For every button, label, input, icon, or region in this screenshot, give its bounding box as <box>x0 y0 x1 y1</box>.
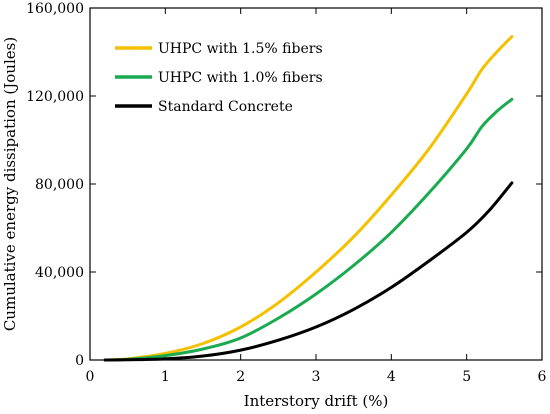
y-tick-label: 40,000 <box>35 265 84 281</box>
plot-frame <box>89 7 543 361</box>
legend-label-2: UHPC with 1.0% fibers <box>158 70 323 86</box>
legend-label-3: Standard Concrete <box>158 99 293 115</box>
y-tick-label: 120,000 <box>26 89 84 105</box>
x-tick-label: 5 <box>462 369 471 385</box>
series-line-3 <box>103 181 514 362</box>
y-tick-label: 160,000 <box>26 1 84 17</box>
x-tick-label: 1 <box>161 369 170 385</box>
x-tick-label: 0 <box>86 369 95 385</box>
y-tick-label: 0 <box>75 353 84 369</box>
series-line-2 <box>103 97 514 362</box>
x-tick-label: 4 <box>387 369 396 385</box>
x-axis-title: Interstory drift (%) <box>244 392 389 410</box>
axis-ticks: 0 1 2 3 4 5 6 0 40,000 80,000 120,000 160,000 <box>26 1 546 385</box>
legend-label-1: UHPC with 1.5% fibers <box>158 41 323 57</box>
x-tick-label: 2 <box>236 369 245 385</box>
x-tick-label: 6 <box>538 369 547 385</box>
legend: UHPC with 1.5% fibers UHPC with 1.0% fibe… <box>115 41 323 115</box>
series-lines <box>103 35 514 362</box>
y-tick-label: 80,000 <box>35 177 84 193</box>
x-tick-label: 3 <box>312 369 321 385</box>
y-axis-title: Cumulative energy dissipation (Joules) <box>1 37 19 331</box>
series-line-1 <box>103 35 514 362</box>
